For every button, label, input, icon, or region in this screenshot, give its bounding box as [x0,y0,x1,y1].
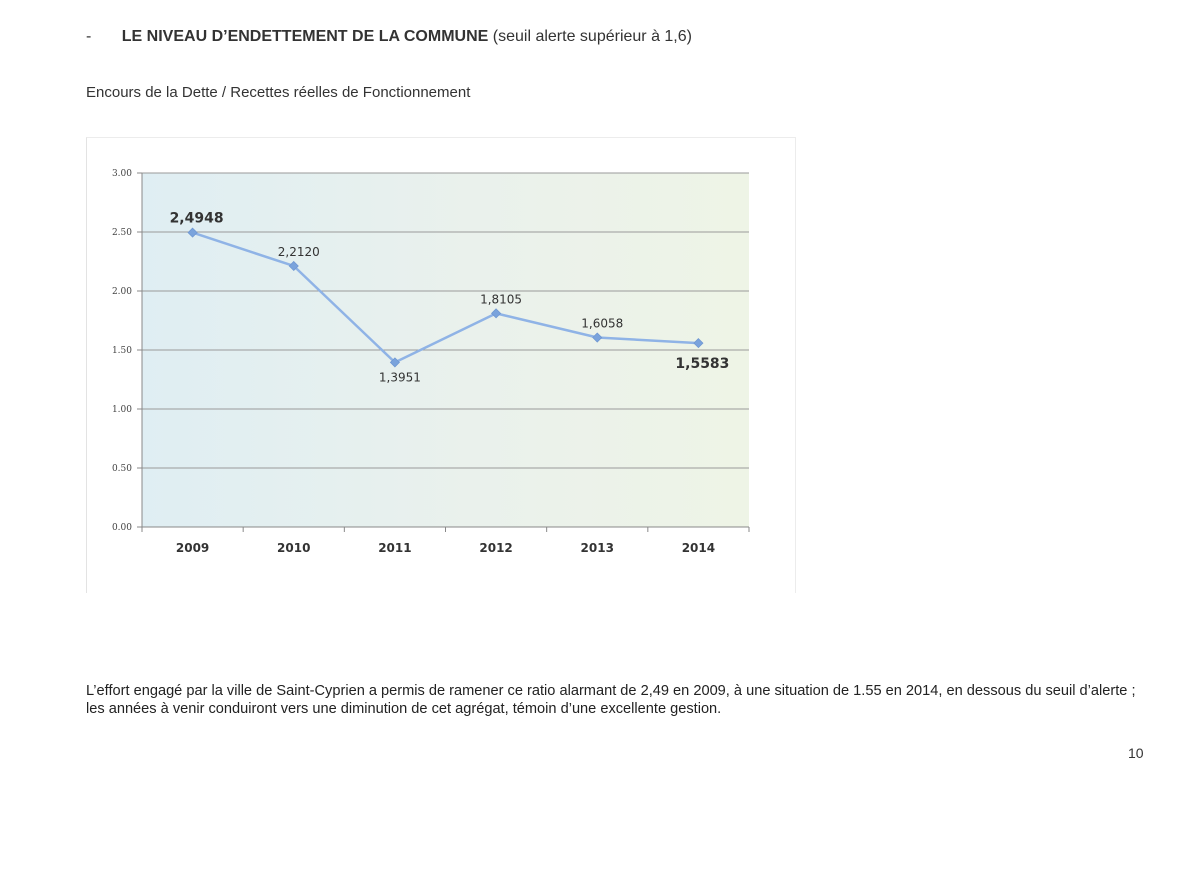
y-tick-label: 2.00 [112,287,132,297]
x-tick-label: 2013 [581,541,614,555]
data-point-marker [592,332,603,343]
data-point-marker [693,338,704,349]
y-tick-label: 1.50 [112,346,132,356]
y-tick-label: 0.00 [112,523,132,533]
section-heading: - LE NIVEAU D’ENDETTEMENT DE LA COMMUNE … [86,28,692,46]
data-label: 1,3951 [379,370,421,384]
page-number: 10 [1128,745,1144,761]
debt-ratio-line-chart: 0.00 0.50 1.00 1.50 2.00 2.50 3.00 2009 2010 2011… [112,169,750,555]
chart-subtitle: Encours de la Dette / Recettes réelles d… [86,84,471,101]
heading-title: LE NIVEAU D’ENDETTEMENT DE LA COMMUNE [121,28,489,45]
y-tick-label: 3.00 [112,169,132,179]
data-point-marker [288,260,299,272]
y-tick-label: 1.00 [112,405,132,415]
chart-frame: 0.00 0.50 1.00 1.50 2.00 2.50 3.00 2009 2010 2011… [86,137,796,593]
y-tick-label: 2.50 [112,228,132,238]
data-point-marker [389,357,400,368]
y-tick-label: 0.50 [112,464,132,474]
data-point-marker [187,227,198,238]
data-label: 2,2120 [278,245,320,259]
data-label: 1,6058 [581,317,623,331]
x-tick-label: 2012 [479,541,512,555]
x-tick-label: 2010 [277,541,310,555]
x-tick-label: 2014 [682,541,715,555]
data-label: 2,4948 [170,211,224,227]
x-tick-label: 2009 [176,541,209,555]
x-tick-label: 2011 [378,541,411,555]
series-line [192,231,699,364]
heading-dash: - [86,28,92,45]
commentary-paragraph: L’effort engagé par la ville de Saint-Cy… [86,683,1136,717]
data-label: 1,8105 [480,292,522,306]
data-point-marker [491,308,502,319]
data-label: 1,5583 [675,356,729,372]
heading-note: (seuil alerte supérieur à 1,6) [492,28,692,45]
